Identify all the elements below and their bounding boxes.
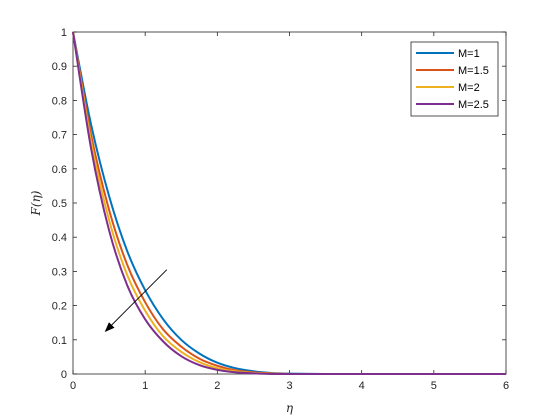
y-tick-label: 0.3 <box>52 266 67 278</box>
series-lines <box>72 31 507 376</box>
legend-entry-3: M=2 <box>458 82 480 94</box>
series-line-4 <box>72 31 507 376</box>
y-tick-label: 0 <box>61 369 67 381</box>
legend-entry-1: M=1 <box>458 48 480 60</box>
y-tick-label: 1 <box>61 27 67 39</box>
x-tick-label: 2 <box>214 380 220 392</box>
legend-entry-4: M=2.5 <box>458 99 489 111</box>
y-tick-label: 0.6 <box>52 164 67 176</box>
arrow-line <box>104 269 168 332</box>
y-tick-label: 0.9 <box>52 61 67 73</box>
x-axis-ticks: 0 1 2 3 4 5 6 <box>70 32 509 392</box>
x-tick-label: 5 <box>431 380 437 392</box>
x-axis-label: η <box>286 401 294 415</box>
legend: M=1 M=1.5 M=2 M=2.5 <box>410 41 499 117</box>
x-tick-label: 1 <box>142 380 148 392</box>
y-tick-label: 0.4 <box>52 232 67 244</box>
y-tick-label: 0.1 <box>52 335 67 347</box>
y-axis-label: F(η) <box>29 190 43 216</box>
x-tick-label: 4 <box>359 380 365 392</box>
y-axis-ticks: 0 0.1 0.2 0.3 0.4 0.5 0.6 0.7 0.8 0.9 1 <box>52 27 506 381</box>
x-tick-label: 3 <box>286 380 292 392</box>
trend-arrow <box>104 269 168 332</box>
y-tick-label: 0.8 <box>52 95 67 107</box>
y-tick-label: 0.2 <box>52 301 67 313</box>
x-tick-label: 6 <box>503 380 509 392</box>
y-tick-label: 0.7 <box>52 130 67 142</box>
x-tick-label: 0 <box>70 380 76 392</box>
legend-entry-2: M=1.5 <box>458 65 489 77</box>
y-tick-label: 0.5 <box>52 198 67 210</box>
